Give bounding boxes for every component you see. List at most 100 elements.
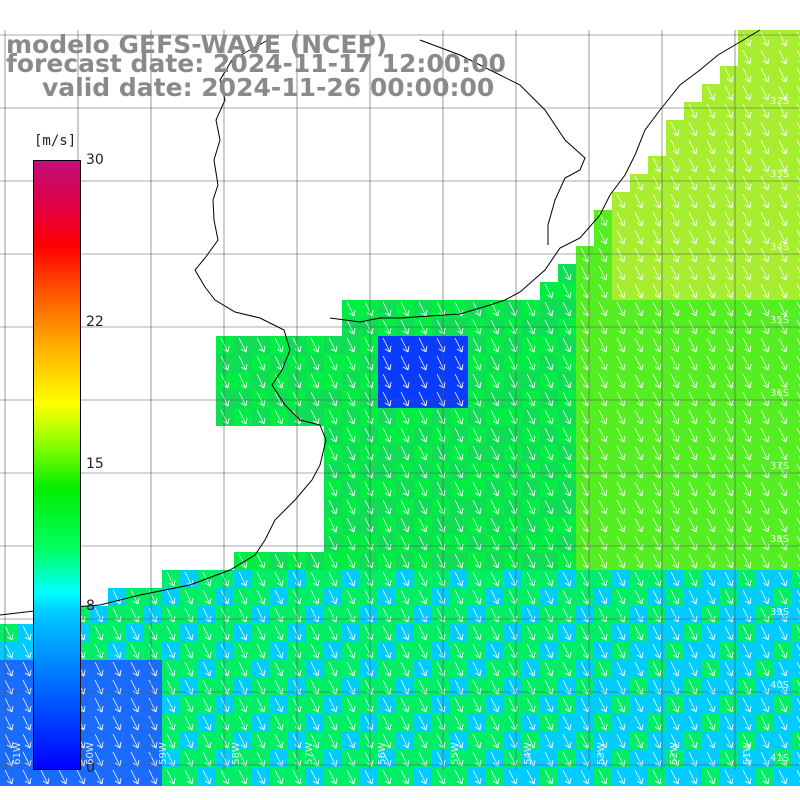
wind-arrow — [688, 301, 698, 317]
wind-cell — [684, 606, 702, 624]
wind-arrow — [526, 301, 536, 317]
wind-cell — [90, 642, 108, 660]
wind-cell — [648, 156, 666, 174]
wind-arrow — [652, 571, 662, 587]
wind-cell — [540, 462, 558, 480]
wind-cell — [90, 624, 108, 642]
wind-cell — [504, 552, 522, 570]
wind-cell — [432, 606, 450, 624]
wind-arrow — [472, 553, 482, 569]
wind-cell — [576, 624, 594, 642]
wind-arrow — [382, 409, 392, 425]
wind-arrow — [328, 517, 338, 533]
wind-arrow — [688, 481, 698, 497]
wind-cell — [792, 408, 800, 426]
wind-cell — [576, 588, 594, 606]
wind-cell — [450, 696, 468, 714]
wind-arrow — [346, 733, 356, 749]
wind-cell — [594, 210, 612, 228]
wind-cell — [630, 282, 648, 300]
wind-cell — [792, 390, 800, 408]
wind-cell — [468, 408, 486, 426]
wind-arrow — [346, 643, 356, 659]
wind-cell — [756, 210, 774, 228]
wind-arrow — [292, 661, 302, 677]
wind-cell — [468, 426, 486, 444]
wind-arrow — [148, 625, 158, 641]
wind-cell — [666, 534, 684, 552]
wind-arrow — [688, 337, 698, 353]
wind-cell — [684, 390, 702, 408]
wind-arrow — [616, 355, 626, 371]
wind-arrow — [598, 553, 608, 569]
wind-arrow — [418, 661, 428, 677]
wind-cell — [612, 768, 630, 786]
wind-cell — [342, 660, 360, 678]
wind-cell — [306, 660, 324, 678]
wind-cell — [18, 642, 36, 660]
wind-cell — [630, 408, 648, 426]
wind-arrow — [310, 769, 320, 785]
wind-arrow — [760, 121, 770, 137]
wind-cell — [342, 516, 360, 534]
wind-cell — [738, 372, 756, 390]
wind-arrow — [616, 265, 626, 281]
wind-cell — [234, 336, 252, 354]
wind-cell — [738, 300, 756, 318]
wind-arrow — [130, 589, 140, 605]
wind-cell — [576, 606, 594, 624]
wind-arrow — [364, 517, 374, 533]
wind-cell — [468, 444, 486, 462]
wind-cell — [720, 174, 738, 192]
wind-cell — [774, 732, 792, 750]
wind-arrow — [112, 661, 122, 677]
wind-arrow — [382, 391, 392, 407]
wind-arrow — [742, 121, 752, 137]
wind-cell — [576, 678, 594, 696]
wind-arrow — [562, 481, 572, 497]
wind-cell — [558, 750, 576, 768]
wind-arrow — [742, 355, 752, 371]
wind-arrow — [382, 517, 392, 533]
wind-arrow — [238, 625, 248, 641]
wind-cell — [504, 642, 522, 660]
wind-arrow — [454, 553, 464, 569]
wind-arrow — [346, 517, 356, 533]
wind-arrow — [346, 571, 356, 587]
wind-cell — [612, 426, 630, 444]
wind-cell — [756, 300, 774, 318]
wind-cell — [792, 354, 800, 372]
wind-cell — [738, 228, 756, 246]
wind-cell — [738, 174, 756, 192]
wind-cell — [378, 480, 396, 498]
wind-arrow — [634, 193, 644, 209]
wind-arrow — [652, 157, 662, 173]
wind-cell — [252, 660, 270, 678]
wind-cell — [504, 498, 522, 516]
wind-cell — [342, 300, 360, 318]
wind-cell — [450, 390, 468, 408]
wind-cell — [576, 372, 594, 390]
wind-arrow — [256, 337, 266, 353]
wind-arrow — [724, 445, 734, 461]
wind-cell — [432, 444, 450, 462]
wind-cell — [792, 282, 800, 300]
wind-cell — [108, 660, 126, 678]
wind-arrow — [310, 697, 320, 713]
wind-cell — [360, 588, 378, 606]
wind-cell — [630, 642, 648, 660]
wind-cell — [792, 264, 800, 282]
wind-arrow — [400, 499, 410, 515]
wind-arrow — [292, 589, 302, 605]
wind-cell — [414, 300, 432, 318]
wind-cell — [756, 480, 774, 498]
wind-arrow — [310, 373, 320, 389]
wind-cell — [198, 660, 216, 678]
wind-cell — [450, 408, 468, 426]
wind-cell — [522, 750, 540, 768]
wind-cell — [774, 588, 792, 606]
wind-arrow — [598, 571, 608, 587]
wind-arrow — [670, 139, 680, 155]
wind-cell — [162, 750, 180, 768]
wind-cell — [252, 750, 270, 768]
